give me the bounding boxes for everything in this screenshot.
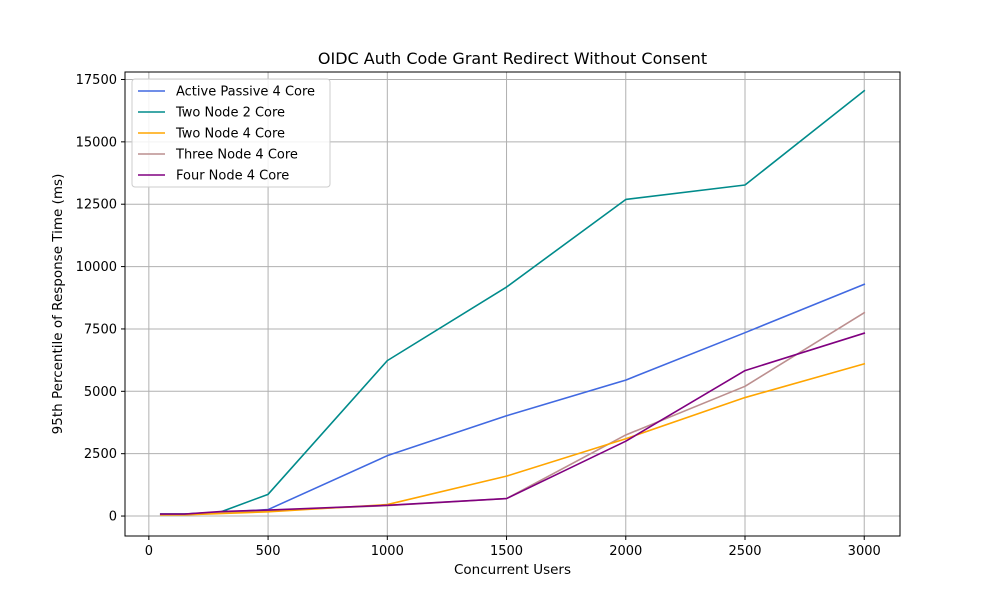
legend-label-four-node-4-core: Four Node 4 Core [176,169,289,184]
grid [125,72,900,536]
x-tick-label: 1500 [490,544,523,559]
x-tick-label: 500 [256,544,281,559]
y-tick-label: 15000 [76,135,117,150]
x-axis-label: Concurrent Users [454,562,571,578]
plot-area-frame [124,71,901,537]
x-tick-label: 2500 [728,544,761,559]
chart-title: OIDC Auth Code Grant Redirect Without Co… [318,49,707,68]
axis-ticks: 0 500 1000 1500 2000 2500 3000 0 2500 5000 7500 100… [76,73,881,559]
x-tick-label: 1000 [371,544,404,559]
legend-label-active-passive-4-core: Active Passive 4 Core [176,85,315,100]
y-tick-label: 7500 [84,322,117,337]
y-tick-label: 10000 [76,260,117,275]
legend-box [131,78,331,188]
legend: Active Passive 4 Core Two Node 2 Core Two … [131,78,331,188]
legend-label-two-node-2-core: Two Node 2 Core [175,106,285,121]
x-tick-label: 2000 [609,544,642,559]
y-tick-label: 5000 [84,385,117,400]
legend-label-three-node-4-core: Three Node 4 Core [175,148,298,163]
x-tick-label: 0 [145,544,153,559]
y-tick-label: 17500 [76,73,117,88]
x-tick-label: 3000 [848,544,881,559]
y-tick-label: 0 [109,510,117,525]
series-lines [159,89,866,516]
y-tick-label: 12500 [76,198,117,213]
y-tick-label: 2500 [84,447,117,462]
legend-label-two-node-4-core: Two Node 4 Core [175,127,285,142]
series-line-four-node-4-core [159,332,866,515]
y-axis-label: 95th Percentile of Response Time (ms) [50,174,66,435]
